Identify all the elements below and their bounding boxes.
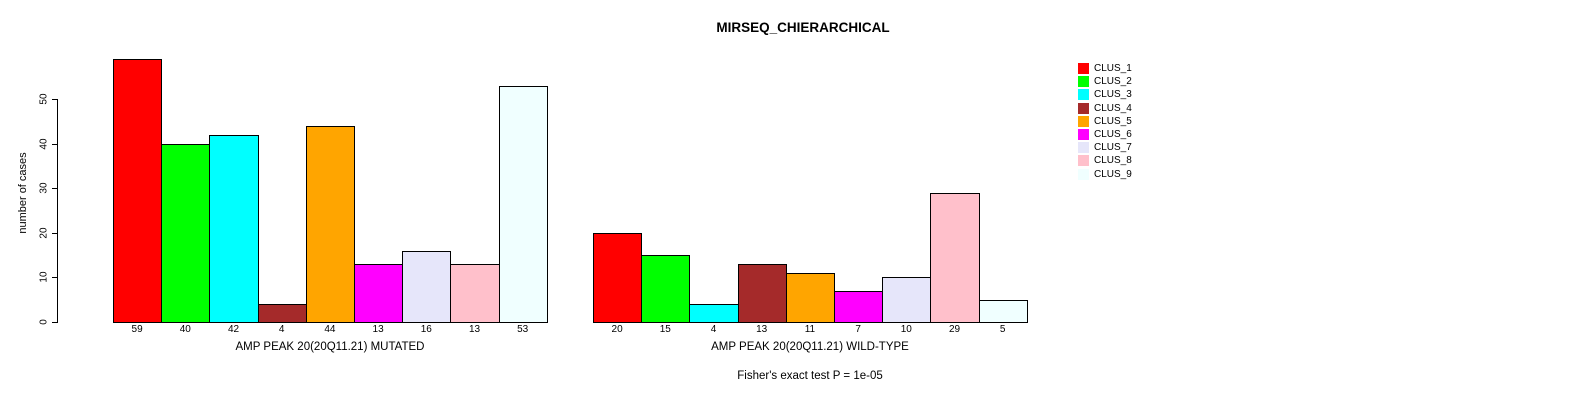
y-tick-label: 10 [38, 271, 50, 283]
bar-value-mutated-CLUS_4: 4 [278, 324, 285, 335]
bar-mutated-CLUS_8 [450, 264, 500, 323]
legend-item-CLUS_8: CLUS_8 [1078, 154, 1132, 167]
legend-item-CLUS_1: CLUS_1 [1078, 62, 1132, 75]
legend-item-CLUS_9: CLUS_9 [1078, 168, 1132, 181]
legend-swatch-CLUS_8 [1078, 155, 1089, 167]
bar-wild-type-CLUS_8 [930, 193, 980, 323]
y-tick-mark [52, 99, 57, 100]
bar-value-mutated-CLUS_6: 13 [372, 324, 384, 335]
legend-swatch-CLUS_6 [1078, 129, 1089, 141]
legend-item-CLUS_3: CLUS_3 [1078, 88, 1132, 101]
legend-item-CLUS_4: CLUS_4 [1078, 102, 1132, 115]
y-tick-mark [52, 277, 57, 278]
y-tick-label: 40 [38, 138, 50, 150]
bar-value-mutated-CLUS_5: 44 [324, 324, 336, 335]
y-tick-label: 30 [38, 182, 50, 194]
y-tick-label: 50 [38, 93, 50, 105]
bar-value-wild-type-CLUS_3: 4 [710, 324, 717, 335]
y-tick-label: 20 [38, 227, 50, 239]
bar-wild-type-CLUS_2 [641, 255, 690, 323]
bar-value-wild-type-CLUS_8: 29 [948, 324, 961, 335]
bar-wild-type-CLUS_1 [593, 233, 642, 323]
legend-item-CLUS_7: CLUS_7 [1078, 141, 1132, 154]
bar-wild-type-CLUS_5 [786, 273, 835, 323]
bar-wild-type-CLUS_6 [834, 291, 883, 323]
legend-swatch-CLUS_3 [1078, 89, 1089, 101]
y-tick-label: 0 [38, 319, 50, 325]
y-axis-label: number of cases [17, 152, 29, 234]
bar-wild-type-CLUS_3 [689, 304, 739, 323]
legend-swatch-CLUS_7 [1078, 142, 1089, 154]
legend-label-CLUS_6: CLUS_6 [1094, 128, 1132, 140]
legend-swatch-CLUS_4 [1078, 102, 1089, 114]
bar-value-mutated-CLUS_3: 42 [227, 324, 240, 335]
legend-swatch-CLUS_9 [1078, 168, 1089, 180]
bar-value-mutated-CLUS_8: 13 [468, 324, 481, 335]
legend: CLUS_1 CLUS_2 CLUS_3 CLUS_4 CLUS_5 CLUS_6 CLUS… [1078, 62, 1132, 181]
legend-swatch-CLUS_2 [1078, 76, 1089, 88]
y-tick-mark [52, 188, 57, 189]
bar-value-wild-type-CLUS_6: 7 [855, 324, 861, 335]
bar-value-mutated-CLUS_2: 40 [179, 324, 191, 335]
legend-item-CLUS_6: CLUS_6 [1078, 128, 1132, 141]
legend-label-CLUS_1: CLUS_1 [1094, 63, 1132, 74]
chart-title: MIRSEQ_CHIERARCHICAL [716, 20, 890, 35]
y-tick-mark [52, 322, 57, 323]
footer-annotation: Fisher's exact test P = 1e-05 [737, 370, 883, 382]
legend-label-CLUS_5: CLUS_5 [1094, 115, 1132, 127]
legend-swatch-CLUS_1 [1078, 63, 1089, 75]
bar-wild-type-CLUS_4 [738, 264, 787, 323]
legend-label-CLUS_8: CLUS_8 [1094, 155, 1132, 167]
bar-value-mutated-CLUS_9: 53 [517, 324, 529, 335]
bar-mutated-CLUS_6 [354, 264, 403, 323]
bar-mutated-CLUS_7 [402, 251, 451, 323]
bar-mutated-CLUS_9 [499, 86, 548, 323]
bar-value-wild-type-CLUS_2: 15 [659, 324, 671, 335]
legend-label-CLUS_9: CLUS_9 [1094, 168, 1132, 180]
bar-mutated-CLUS_1 [113, 59, 162, 323]
bar-value-mutated-CLUS_7: 16 [420, 324, 432, 335]
y-tick-mark [52, 233, 57, 234]
bar-value-wild-type-CLUS_5: 11 [804, 324, 816, 335]
legend-label-CLUS_7: CLUS_7 [1094, 142, 1132, 154]
legend-item-CLUS_5: CLUS_5 [1078, 115, 1132, 128]
bar-value-wild-type-CLUS_7: 10 [900, 324, 912, 335]
bar-mutated-CLUS_4 [258, 304, 307, 323]
y-axis-line [57, 99, 58, 323]
bar-mutated-CLUS_2 [161, 144, 210, 323]
legend-item-CLUS_2: CLUS_2 [1078, 75, 1132, 88]
x-axis-label-mutated: AMP PEAK 20(20Q11.21) MUTATED [235, 341, 425, 353]
x-axis-label-wild-type: AMP PEAK 20(20Q11.21) WILD-TYPE [711, 341, 909, 353]
legend-swatch-CLUS_5 [1078, 115, 1089, 127]
bar-wild-type-CLUS_7 [882, 277, 931, 323]
bar-value-wild-type-CLUS_1: 20 [611, 324, 623, 335]
bar-wild-type-CLUS_9 [979, 300, 1028, 323]
bar-mutated-CLUS_5 [306, 126, 355, 323]
bar-value-mutated-CLUS_1: 59 [131, 324, 143, 335]
legend-label-CLUS_2: CLUS_2 [1094, 76, 1132, 88]
bar-value-wild-type-CLUS_4: 13 [756, 324, 768, 335]
legend-label-CLUS_4: CLUS_4 [1094, 102, 1132, 114]
bar-mutated-CLUS_3 [209, 135, 259, 323]
legend-label-CLUS_3: CLUS_3 [1094, 89, 1132, 101]
y-tick-mark [52, 144, 57, 145]
bar-value-wild-type-CLUS_9: 5 [999, 324, 1006, 335]
